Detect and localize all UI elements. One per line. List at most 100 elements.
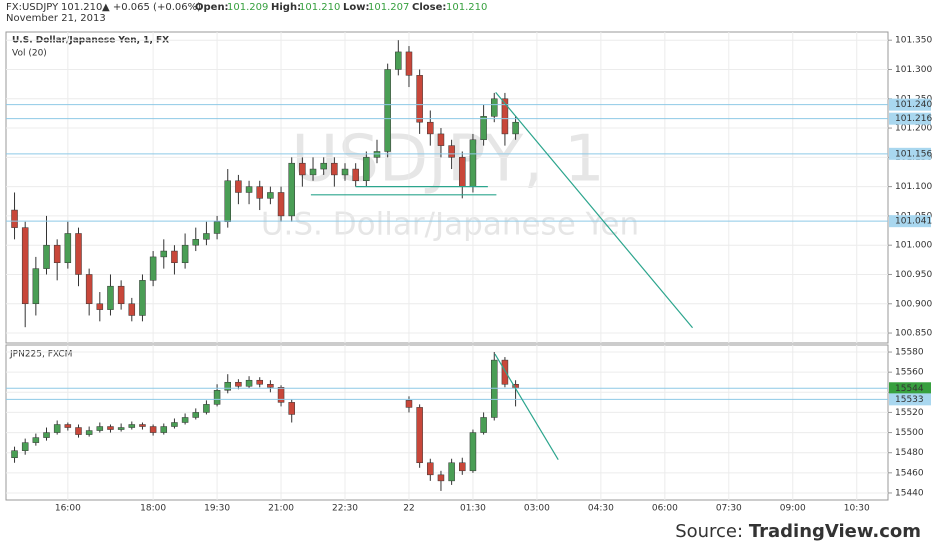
- x-tick-label: 22:30: [332, 504, 358, 514]
- y-tick-label: 15500: [895, 428, 924, 438]
- field-value: 101.210: [446, 2, 487, 13]
- y-tick-label: 15580: [895, 348, 924, 358]
- level-label-box: [889, 112, 931, 125]
- candle-body: [459, 157, 466, 187]
- field-value: 101.209: [227, 2, 268, 13]
- candle-body: [139, 424, 146, 427]
- x-tick-label: 01:30: [460, 504, 486, 514]
- y-tick-label: 101.100: [895, 182, 932, 192]
- watermark-subtitle: U.S. Dollar/Japanese Yen: [261, 207, 639, 243]
- level-label-box: [889, 382, 931, 395]
- level-label-box: [889, 147, 931, 160]
- candle-body: [384, 69, 391, 152]
- level-label: 101.041: [895, 217, 932, 227]
- candle-body: [352, 168, 359, 182]
- date: November 21, 2013: [6, 13, 106, 24]
- trend-line: [495, 91, 694, 329]
- candle-body: [21, 442, 29, 451]
- x-tick-label: 21:00: [268, 504, 294, 514]
- candle-body: [501, 359, 509, 385]
- candle-body: [117, 285, 125, 305]
- x-tick-label: 09:00: [780, 504, 806, 514]
- y-tick-label: 101.300: [895, 65, 932, 75]
- candle-body: [299, 162, 306, 176]
- candle-body: [11, 209, 18, 228]
- candle-body: [43, 244, 50, 269]
- candle-body: [75, 427, 82, 435]
- level-label: 101.216: [895, 114, 932, 124]
- candle-body: [373, 151, 381, 158]
- field-label: Low:: [343, 2, 369, 13]
- field-label: High:: [271, 2, 301, 13]
- field-label: Open:: [195, 2, 229, 13]
- level-label-box: [889, 98, 931, 111]
- source-site: TradingView.com: [749, 521, 921, 542]
- field-value: 101.207: [368, 2, 409, 13]
- candle-body: [213, 221, 221, 234]
- symbol: FX:USDJPY: [6, 2, 59, 13]
- candle-body: [309, 168, 317, 176]
- candle-body: [480, 417, 487, 433]
- level-label: 15544: [895, 384, 924, 394]
- field-value: 101.210: [299, 2, 340, 13]
- x-tick-label: 06:00: [652, 504, 678, 514]
- source-label: Source:: [675, 521, 743, 542]
- candle-body: [267, 192, 274, 199]
- candle-body: [203, 233, 210, 240]
- level-label-box: [889, 215, 931, 228]
- candle-body: [256, 186, 263, 199]
- candle-body: [192, 412, 200, 418]
- y-tick-label: 101.200: [895, 124, 932, 134]
- candle-body: [11, 450, 18, 458]
- candle-body: [491, 98, 498, 117]
- level-label: 101.156: [895, 149, 932, 159]
- candle-body: [405, 51, 413, 76]
- candle-body: [416, 407, 423, 464]
- candle-body: [512, 121, 519, 135]
- candle-body: [53, 244, 61, 264]
- candle-body: [405, 400, 413, 408]
- candle-body: [395, 51, 402, 70]
- candle-body: [96, 426, 104, 431]
- price: 101.210: [61, 2, 102, 13]
- candle-body: [160, 250, 168, 258]
- candle-body: [469, 432, 477, 472]
- panel-title: JPN225, FXCM: [9, 350, 72, 360]
- candle-body: [331, 162, 338, 176]
- level-label-box: [889, 393, 931, 406]
- y-tick-label: 15440: [895, 488, 924, 498]
- candle-body: [224, 381, 231, 391]
- x-tick-label: 16:00: [55, 504, 81, 514]
- panel-frame: [5, 31, 889, 344]
- candle-body: [320, 162, 327, 170]
- y-tick-label: 15460: [895, 468, 924, 478]
- y-tick-label: 101.000: [895, 241, 932, 251]
- candle-body: [437, 133, 445, 146]
- candle-body: [459, 462, 466, 472]
- candle-body: [245, 379, 253, 387]
- x-tick-label: 19:30: [204, 504, 230, 514]
- x-tick-label: 22: [403, 504, 414, 514]
- x-tick-label: 04:30: [588, 504, 614, 514]
- candle-body: [416, 75, 423, 123]
- candle-body: [128, 303, 136, 316]
- watermark: USDJPY, 1: [291, 123, 604, 197]
- candle-body: [277, 387, 285, 403]
- change: ▲ +0.065 (+0.06%): [102, 2, 201, 13]
- candle-body: [21, 227, 29, 305]
- candle-body: [171, 250, 178, 264]
- candle-body: [85, 274, 93, 305]
- candle-body: [427, 121, 434, 135]
- candle-body: [363, 157, 370, 182]
- candle-body: [235, 381, 242, 387]
- x-tick-label: 10:30: [844, 504, 870, 514]
- level-label: 15533: [895, 395, 924, 405]
- x-tick-label: 07:30: [716, 504, 742, 514]
- candle-body: [277, 192, 285, 217]
- candle-body: [117, 427, 125, 430]
- candle-body: [64, 233, 72, 264]
- panel-frame: [5, 344, 889, 501]
- candle-body: [245, 186, 253, 193]
- candle-body: [85, 430, 93, 435]
- y-tick-label: 15560: [895, 368, 924, 378]
